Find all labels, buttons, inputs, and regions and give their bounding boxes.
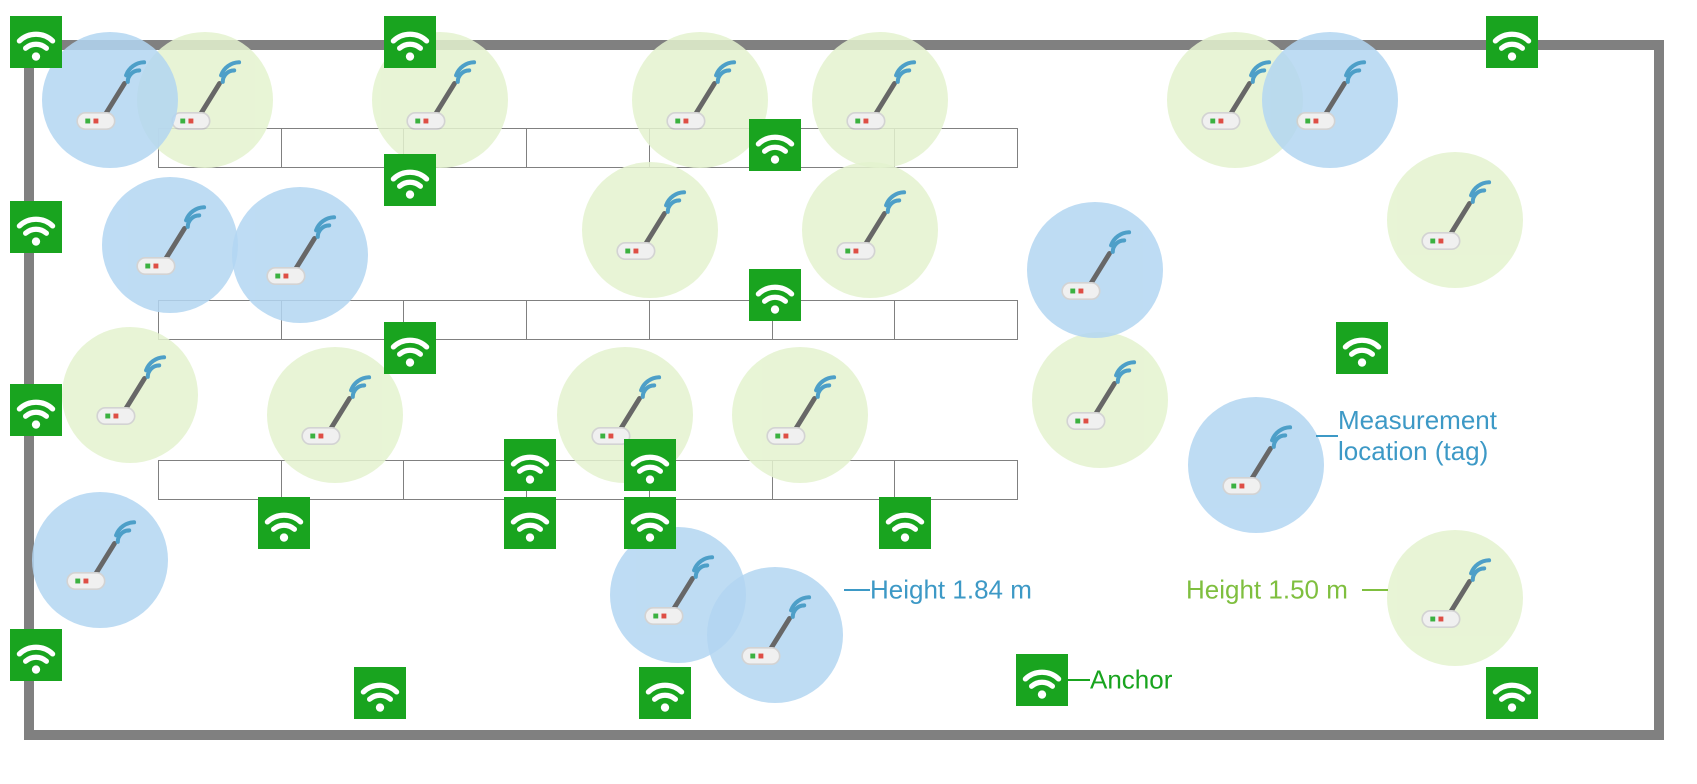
anchor-node	[749, 269, 801, 321]
router-icon	[659, 59, 741, 141]
anchor-node	[639, 667, 691, 719]
anchor-node	[1486, 16, 1538, 68]
tag-green	[62, 327, 198, 463]
legend-leader	[1362, 589, 1388, 591]
legend-label-anchor: Anchor	[1090, 665, 1172, 696]
legend-leader	[1316, 435, 1338, 437]
tag-green	[1387, 152, 1523, 288]
router-icon	[1054, 229, 1136, 311]
router-icon	[1414, 557, 1496, 639]
anchor-node	[504, 439, 556, 491]
anchor-node	[504, 497, 556, 549]
anchor-node	[10, 16, 62, 68]
tag-blue	[1027, 202, 1163, 338]
legend-label-height_blue: Height 1.84 m	[870, 575, 1032, 606]
tag-blue	[32, 492, 168, 628]
tag-green	[582, 162, 718, 298]
router-icon	[839, 59, 921, 141]
anchor-node	[1486, 667, 1538, 719]
anchor-node	[384, 16, 436, 68]
tag-green	[1032, 332, 1168, 468]
tag-green	[812, 32, 948, 168]
tag-green	[632, 32, 768, 168]
router-icon	[69, 59, 151, 141]
anchor-node	[1016, 654, 1068, 706]
legend-label-measurement: Measurement location (tag)	[1338, 405, 1497, 467]
tag-blue	[1188, 397, 1324, 533]
router-icon	[637, 554, 719, 636]
router-icon	[259, 214, 341, 296]
anchor-node	[879, 497, 931, 549]
anchor-node	[258, 497, 310, 549]
router-icon	[59, 519, 141, 601]
router-icon	[399, 59, 481, 141]
tag-blue	[232, 187, 368, 323]
legend-label-height_green: Height 1.50 m	[1186, 575, 1348, 606]
tag-blue	[102, 177, 238, 313]
diagram-stage: Measurement location (tag) Height 1.84 m H…	[0, 0, 1697, 784]
router-icon	[734, 594, 816, 676]
tag-blue	[707, 567, 843, 703]
router-icon	[1414, 179, 1496, 261]
tag-blue	[42, 32, 178, 168]
anchor-node	[749, 119, 801, 171]
tag-green	[1387, 530, 1523, 666]
tag-green	[732, 347, 868, 483]
legend-leader	[844, 589, 870, 591]
tag-blue	[1262, 32, 1398, 168]
tag-green	[267, 347, 403, 483]
router-icon	[1215, 424, 1297, 506]
anchor-node	[10, 629, 62, 681]
router-icon	[89, 354, 171, 436]
router-icon	[609, 189, 691, 271]
anchor-node	[10, 201, 62, 253]
router-icon	[1289, 59, 1371, 141]
tag-green	[802, 162, 938, 298]
router-icon	[129, 204, 211, 286]
anchor-node	[624, 497, 676, 549]
router-icon	[1059, 359, 1141, 441]
anchor-node	[1336, 322, 1388, 374]
router-icon	[294, 374, 376, 456]
legend-leader	[1068, 679, 1090, 681]
router-icon	[829, 189, 911, 271]
router-icon	[759, 374, 841, 456]
anchor-node	[354, 667, 406, 719]
anchor-node	[624, 439, 676, 491]
anchor-node	[384, 322, 436, 374]
anchor-node	[10, 384, 62, 436]
anchor-node	[384, 154, 436, 206]
